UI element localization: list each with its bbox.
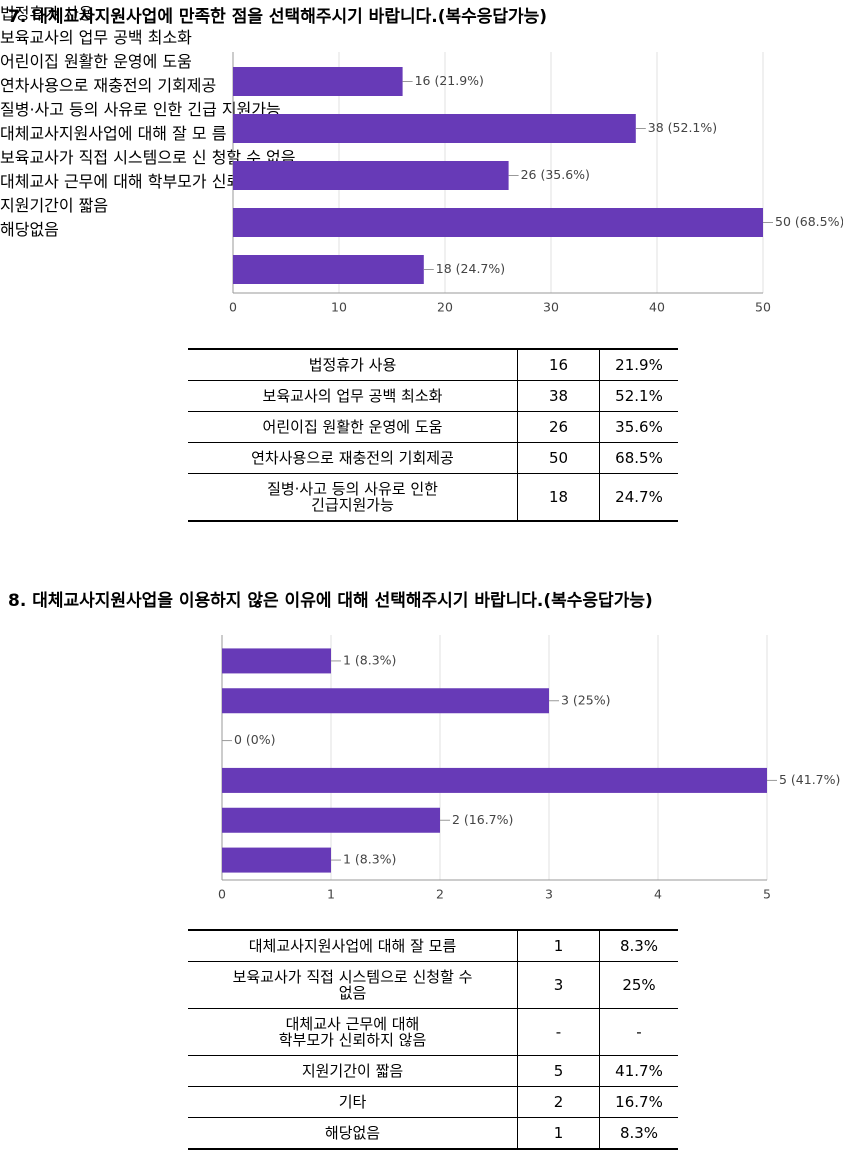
bar	[222, 807, 440, 833]
x-tick-label: 0	[218, 887, 226, 902]
table-cell: 대체교사지원사업에 대해 잘 모름	[188, 929, 518, 962]
table-row: 대체교사 근무에 대해 학부모가 신뢰하지 않음 - -	[188, 1008, 678, 1056]
table-row: 지원기간이 짧음 5 41.7%	[188, 1055, 678, 1087]
table-row: 해당없음 1 8.3%	[188, 1117, 678, 1149]
section-title: 8. 대체교사지원사업을 이용하지 않은 이유에 대해 선택해주시기 바랍니다.…	[8, 591, 653, 611]
table-cell: 1	[517, 929, 600, 962]
table-cell: 보육교사의 업무 공백 최소화	[188, 380, 518, 412]
x-tick-label: 10	[331, 300, 347, 315]
table-row: 보육교사의 업무 공백 최소화 38 52.1%	[188, 380, 678, 412]
value-label: 1 (8.3%)	[343, 652, 396, 667]
table-cell: 52.1%	[599, 380, 678, 412]
value-label: 0 (0%)	[234, 732, 276, 747]
table-cell: 5	[517, 1055, 600, 1087]
table-cell: 해당없음	[188, 1117, 518, 1149]
data-table: 법정휴가 사용 16 21.9% 보육교사의 업무 공백 최소화 38 52.1% 어린이집…	[188, 348, 678, 522]
table-cell: -	[599, 1008, 678, 1056]
bar	[233, 114, 636, 143]
x-tick-label: 3	[545, 887, 553, 902]
x-tick-label: 0	[229, 300, 237, 315]
table-cell: 16.7%	[599, 1086, 678, 1118]
data-table: 대체교사지원사업에 대해 잘 모름 1 8.3% 보육교사가 직접 시스템으로 신청할…	[188, 929, 678, 1150]
section-title: 7. 대체교사지원사업에 만족한 점을 선택해주시기 바랍니다.(복수응답가능)	[8, 7, 548, 27]
table-cell: 38	[517, 380, 600, 412]
table-cell: 보육교사가 직접 시스템으로 신청할 수 없음	[188, 961, 518, 1009]
value-label: 26 (35.6%)	[521, 167, 590, 182]
table-cell: 대체교사 근무에 대해 학부모가 신뢰하지 않음	[188, 1008, 518, 1056]
table-cell: 50	[517, 442, 600, 474]
table-row: 법정휴가 사용 16 21.9%	[188, 348, 678, 381]
bar	[222, 767, 767, 793]
table-cell: 26	[517, 411, 600, 443]
x-tick-label: 5	[763, 887, 771, 902]
category-label: 보육교사의 업무 공백 최소화	[0, 28, 192, 47]
table-row: 기타 2 16.7%	[188, 1086, 678, 1118]
table-cell: 35.6%	[599, 411, 678, 443]
table-cell: 18	[517, 473, 600, 521]
table-cell: 3	[517, 961, 600, 1009]
table-cell: 25%	[599, 961, 678, 1009]
bar	[222, 648, 331, 674]
category-label: 대체교사 근무에 대해 학부모가 신뢰하지 않음	[0, 172, 306, 191]
category-label: 질병·사고 등의 사유로 인한 긴급 지원가능	[0, 100, 281, 119]
bar	[233, 67, 403, 96]
category-label: 보육교사가 직접 시스템으로 신 청할 수 없음	[0, 148, 296, 167]
category-label: 어린이집 원활한 운영에 도움	[0, 52, 192, 71]
value-label: 2 (16.7%)	[452, 812, 513, 827]
category-label: 지원기간이 짧음	[0, 196, 109, 215]
table-cell: 질병·사고 등의 사유로 인한 긴급지원가능	[188, 473, 518, 521]
table-cell: 어린이집 원활한 운영에 도움	[188, 411, 518, 443]
value-label: 18 (24.7%)	[436, 261, 505, 276]
category-label: 연차사용으로 재충전의 기회제공	[0, 76, 217, 95]
bar	[222, 847, 331, 873]
table-cell: 16	[517, 348, 600, 381]
table-cell: 24.7%	[599, 473, 678, 521]
x-tick-label: 20	[437, 300, 453, 315]
table-row: 연차사용으로 재충전의 기회제공 50 68.5%	[188, 442, 678, 474]
table-cell: 8.3%	[599, 929, 678, 962]
table-cell: 68.5%	[599, 442, 678, 474]
table-cell: 21.9%	[599, 348, 678, 381]
bar	[233, 255, 424, 284]
x-tick-label: 50	[755, 300, 771, 315]
table-body: 대체교사지원사업에 대해 잘 모름 1 8.3% 보육교사가 직접 시스템으로 신청할…	[188, 929, 678, 1149]
value-label: 50 (68.5%)	[775, 214, 843, 229]
x-tick-label: 2	[436, 887, 444, 902]
table-row: 대체교사지원사업에 대해 잘 모름 1 8.3%	[188, 929, 678, 962]
value-label: 38 (52.1%)	[648, 120, 717, 135]
x-tick-label: 30	[543, 300, 559, 315]
value-label: 16 (21.9%)	[415, 73, 484, 88]
value-label: 1 (8.3%)	[343, 852, 396, 867]
table-body: 법정휴가 사용 16 21.9% 보육교사의 업무 공백 최소화 38 52.1% 어린이집…	[188, 348, 678, 521]
table-cell: 1	[517, 1117, 600, 1149]
table-cell: -	[517, 1008, 600, 1056]
table-row: 질병·사고 등의 사유로 인한 긴급지원가능 18 24.7%	[188, 473, 678, 521]
table-cell: 지원기간이 짧음	[188, 1055, 518, 1087]
table-cell: 법정휴가 사용	[188, 348, 518, 381]
category-label: 법정휴가 사용	[0, 4, 94, 23]
table-row: 보육교사가 직접 시스템으로 신청할 수 없음 3 25%	[188, 961, 678, 1009]
x-tick-label: 4	[654, 887, 662, 902]
x-tick-label: 1	[327, 887, 335, 902]
bar	[233, 161, 509, 190]
category-label: 대체교사지원사업에 대해 잘 모 름	[0, 124, 227, 143]
bar	[233, 208, 763, 237]
category-label: 해당없음	[0, 220, 59, 239]
table-row: 어린이집 원활한 운영에 도움 26 35.6%	[188, 411, 678, 443]
table-cell: 41.7%	[599, 1055, 678, 1087]
value-label: 5 (41.7%)	[779, 772, 840, 787]
value-label: 3 (25%)	[561, 692, 610, 707]
bar	[222, 688, 549, 714]
table-cell: 연차사용으로 재충전의 기회제공	[188, 442, 518, 474]
x-tick-label: 40	[649, 300, 665, 315]
table-cell: 기타	[188, 1086, 518, 1118]
table-cell: 2	[517, 1086, 600, 1118]
table-cell: 8.3%	[599, 1117, 678, 1149]
